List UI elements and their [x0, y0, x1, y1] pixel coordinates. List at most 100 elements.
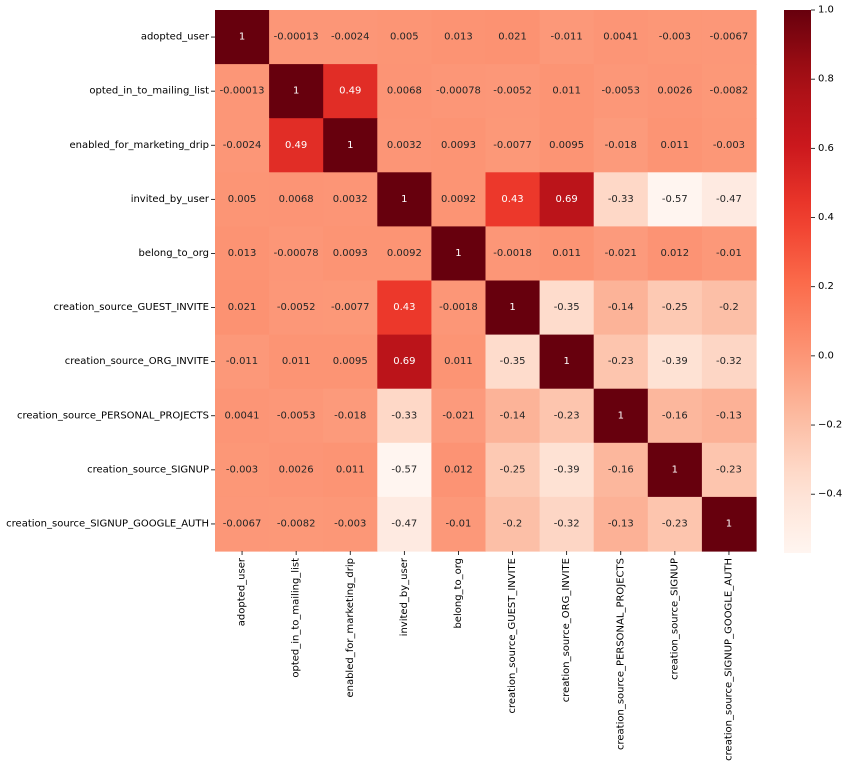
y-tick-label: enabled_for_marketing_drip — [69, 140, 209, 151]
heatmap-cell-label: -0.0077 — [493, 140, 532, 151]
heatmap-cell — [593, 442, 649, 498]
heatmap-cell — [485, 280, 541, 336]
heatmap-cell-label: 0.011 — [552, 248, 581, 259]
heatmap-cell — [377, 388, 432, 444]
heatmap-cell — [431, 334, 487, 390]
heatmap-cell — [269, 172, 324, 227]
heatmap-cell — [323, 64, 378, 119]
heatmap-cell — [431, 280, 487, 336]
heatmap-cell — [701, 334, 757, 390]
colorbar-tick-label: 0.8 — [818, 74, 834, 85]
colorbar-tick-label: 0.4 — [818, 212, 834, 223]
heatmap-cell — [269, 64, 324, 119]
heatmap-cell — [431, 226, 487, 282]
heatmap-cell — [593, 118, 649, 173]
heatmap-cell-label: 1 — [672, 464, 678, 475]
heatmap-cell — [539, 496, 595, 552]
heatmap-cell-label: -0.0053 — [277, 410, 316, 421]
heatmap-cell-label: 0.49 — [339, 86, 361, 97]
heatmap-cell-label: 1 — [509, 302, 515, 313]
heatmap-cell — [431, 496, 487, 552]
heatmap-cell-label: -0.00078 — [274, 248, 319, 259]
heatmap-cell — [377, 10, 432, 65]
heatmap-cell — [377, 226, 432, 282]
x-tick-label: creation_source_SIGNUP_GOOGLE_AUTH — [723, 558, 734, 761]
heatmap-cell — [593, 64, 649, 119]
heatmap-cell — [215, 118, 270, 173]
heatmap-cell — [269, 388, 324, 444]
heatmap-cell-label: -0.011 — [226, 356, 258, 367]
heatmap-cell — [485, 442, 541, 498]
heatmap-cell — [323, 442, 378, 498]
heatmap-cell-label: -0.33 — [391, 410, 417, 421]
heatmap-cell-label: -0.35 — [500, 356, 526, 367]
heatmap-cell — [539, 172, 595, 227]
heatmap-cell — [647, 64, 703, 119]
y-axis: adopted_user opted_in_to_mailing_listenab… — [6, 32, 215, 529]
heatmap-cell-label: -0.0077 — [331, 302, 370, 313]
heatmap-cell-label: 0.0093 — [441, 140, 476, 151]
heatmap-cell — [701, 226, 757, 282]
heatmap-cell — [269, 280, 324, 336]
heatmap-cell-label: 1 — [726, 518, 732, 529]
colorbar-tick-label: −0.2 — [818, 420, 842, 431]
heatmap-cell-label: 0.011 — [444, 356, 473, 367]
heatmap-cell-label: 0.012 — [661, 248, 690, 259]
heatmap-cell-label: 0.0032 — [387, 140, 422, 151]
heatmap-cell — [539, 64, 595, 119]
heatmap-cell-label: -0.39 — [662, 356, 688, 367]
heatmap-cell — [701, 388, 757, 444]
heatmap-cell-label: 0.012 — [444, 464, 473, 475]
heatmap-cell-label: -0.011 — [551, 32, 583, 43]
heatmap-cell — [539, 226, 595, 282]
heatmap-cell — [647, 118, 703, 173]
heatmap-cell-label: -0.2 — [719, 302, 739, 313]
heatmap-cell-label: -0.0067 — [223, 518, 262, 529]
heatmap-cell-label: -0.14 — [500, 410, 526, 421]
x-axis: adopted_user opted_in_to_mailing_list enab… — [237, 551, 734, 761]
heatmap-cell-label: 0.0026 — [279, 464, 314, 475]
heatmap-cell — [431, 10, 487, 65]
heatmap-cell — [431, 118, 487, 173]
heatmap-cell — [701, 280, 757, 336]
heatmap-cell — [485, 496, 541, 552]
heatmap-cell — [323, 496, 378, 552]
heatmap-cell-label: -0.003 — [226, 464, 258, 475]
heatmap-cell — [431, 172, 487, 227]
heatmap-cell — [647, 388, 703, 444]
colorbar-tick-label: 1.0 — [818, 5, 834, 16]
heatmap-cell — [323, 334, 378, 390]
heatmap-cell-label: -0.14 — [608, 302, 634, 313]
heatmap-cell — [215, 64, 270, 119]
heatmap-cell-label: 0.0093 — [333, 248, 368, 259]
heatmap-cell — [215, 226, 270, 282]
heatmap-cell-label: 0.69 — [556, 194, 578, 205]
heatmap-cell — [701, 442, 757, 498]
heatmap-cell — [593, 388, 649, 444]
y-tick-label: opted_in_to_mailing_list — [89, 86, 209, 97]
heatmap-cell-label: -0.47 — [391, 518, 417, 529]
heatmap-cell — [701, 64, 757, 119]
heatmap-cell — [539, 334, 595, 390]
heatmap-cell-label: -0.2 — [503, 518, 523, 529]
heatmap-cells — [215, 10, 757, 552]
heatmap-cell-label: 1 — [239, 32, 245, 43]
heatmap-cell — [323, 388, 378, 444]
heatmap-cell-label: -0.16 — [662, 410, 688, 421]
y-tick-label: creation_source_PERSONAL_PROJECTS — [17, 410, 209, 421]
heatmap-cell — [377, 442, 432, 498]
heatmap-cell-label: -0.00078 — [436, 86, 481, 97]
heatmap-cell — [593, 226, 649, 282]
heatmap-cell — [647, 226, 703, 282]
heatmap-cell — [215, 10, 270, 65]
heatmap-cell-label: 1 — [347, 140, 353, 151]
heatmap-cell-label: -0.021 — [605, 248, 637, 259]
heatmap-cell — [269, 496, 324, 552]
y-tick-label: invited_by_user — [131, 194, 210, 205]
heatmap-cell — [485, 64, 541, 119]
heatmap-cell-label: 0.013 — [444, 32, 473, 43]
heatmap-cell — [647, 10, 703, 65]
heatmap-cell-label: -0.32 — [554, 518, 580, 529]
x-tick-label: creation_source_SIGNUP — [669, 558, 680, 680]
